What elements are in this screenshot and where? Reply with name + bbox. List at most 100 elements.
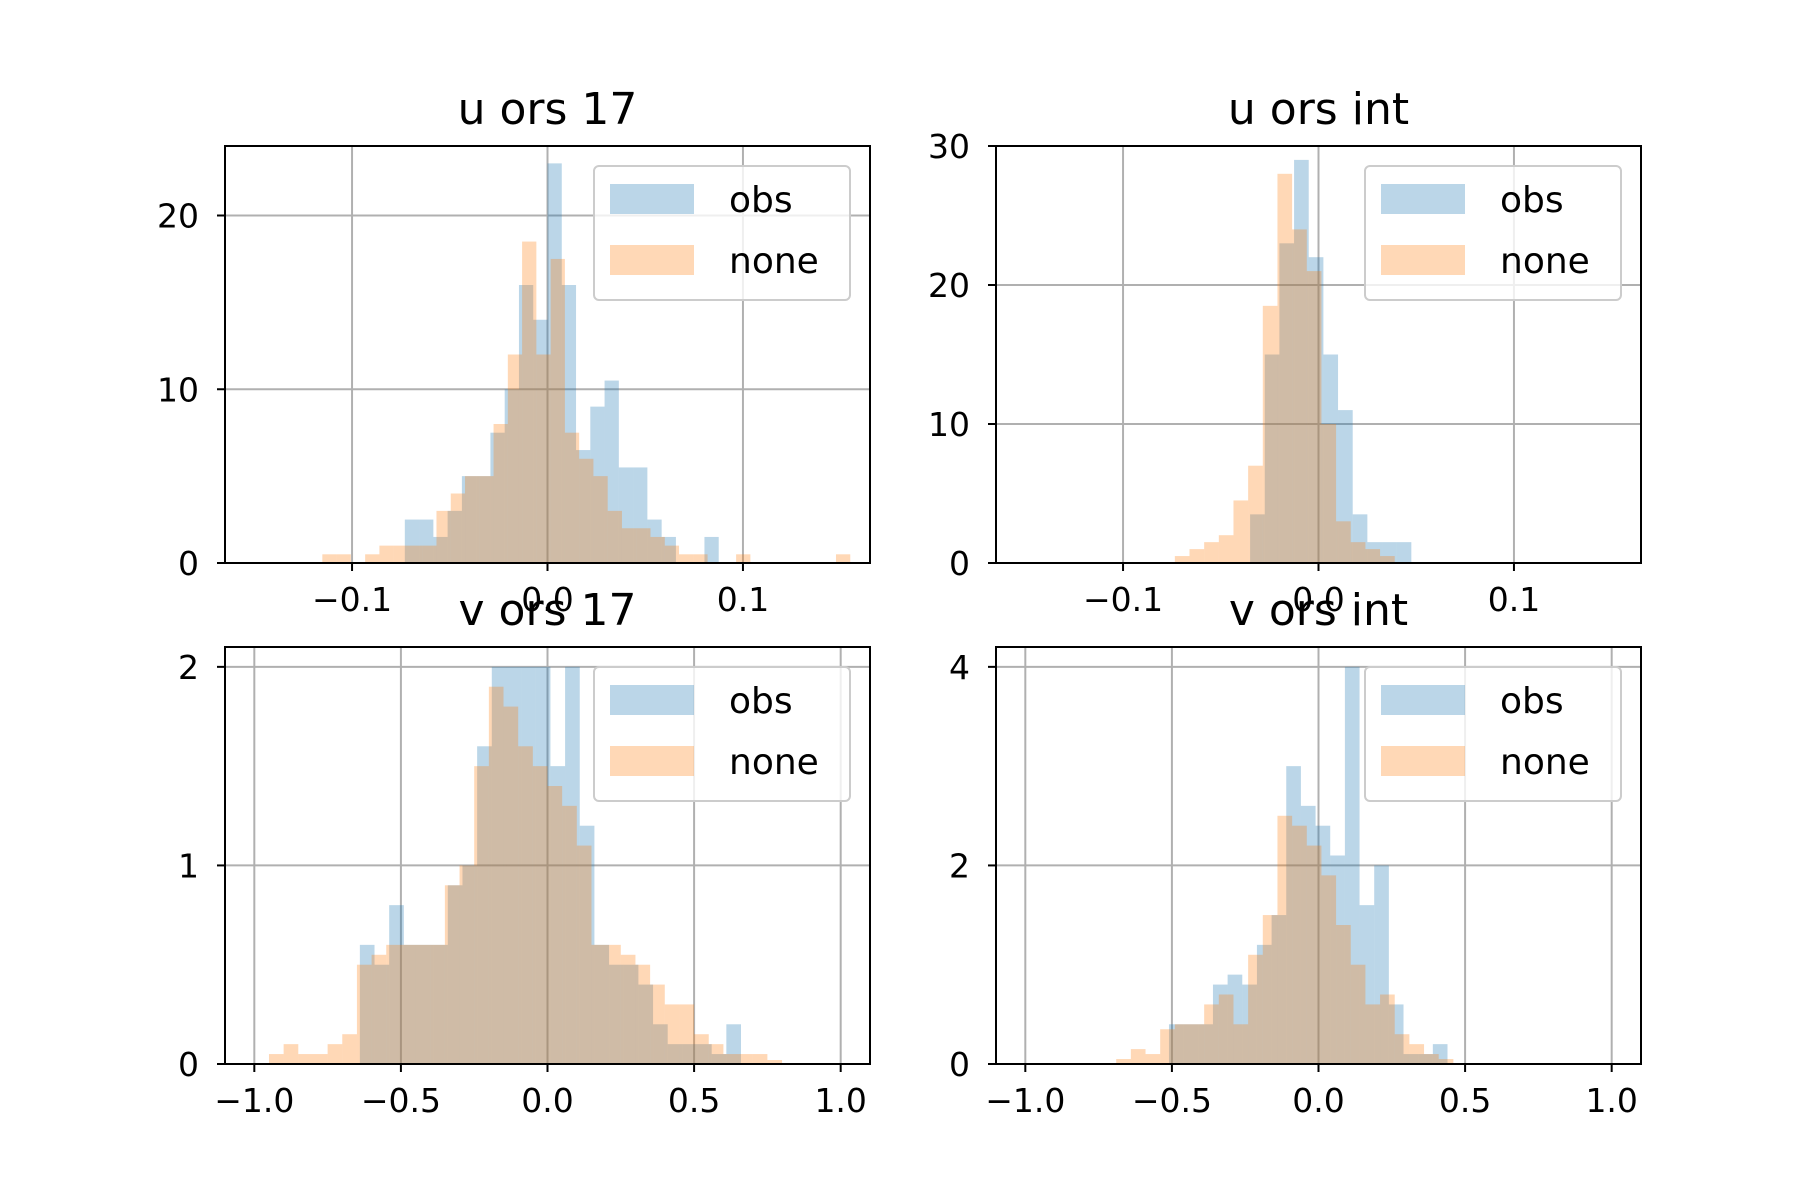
histogram-bar xyxy=(1204,1004,1219,1064)
histogram-bar xyxy=(1233,1024,1249,1064)
histogram-bar xyxy=(447,510,462,563)
histogram-bar xyxy=(436,510,451,563)
histogram-bar xyxy=(1382,542,1397,563)
histogram-bar xyxy=(1218,535,1234,563)
histogram-bar xyxy=(404,519,420,563)
legend-label-obs: obs xyxy=(729,681,793,722)
x-tick-label: −0.1 xyxy=(1083,580,1163,619)
histogram-bar xyxy=(418,944,434,1064)
histogram-bar xyxy=(521,666,536,1064)
histogram-bar xyxy=(1306,845,1322,1064)
histogram-bar xyxy=(462,865,478,1064)
histogram-bar xyxy=(653,1024,668,1064)
histogram-bar xyxy=(1145,1054,1161,1064)
histogram-bar xyxy=(767,1060,783,1064)
histogram-bar xyxy=(704,536,719,563)
histogram-bar xyxy=(638,984,654,1064)
subplot-2: −0.1 0.0 0.1 0 10 20 30 u ors int obs none xyxy=(928,84,1642,619)
histogram-bar xyxy=(550,766,566,1064)
histogram-bar xyxy=(1380,556,1395,563)
subplot-title: v ors 17 xyxy=(459,585,637,636)
histogram-bar xyxy=(1262,305,1278,563)
histogram-bar xyxy=(609,964,624,1064)
histogram-bar xyxy=(1174,556,1190,563)
x-tick-label: 0.0 xyxy=(1292,1081,1344,1120)
y-tick-label: 30 xyxy=(928,127,970,166)
subplot-title: u ors 17 xyxy=(458,84,638,135)
histogram-bar xyxy=(433,944,448,1064)
histogram-bar xyxy=(618,467,634,563)
histogram-bar xyxy=(403,944,419,1064)
legend-swatch-obs xyxy=(1381,184,1465,214)
histogram-bar xyxy=(679,554,694,563)
histogram-bar xyxy=(518,746,533,1064)
histogram-bar xyxy=(322,554,337,563)
histogram-bar xyxy=(535,666,551,1064)
histogram-bar xyxy=(1352,514,1368,563)
histogram-bar xyxy=(1189,549,1205,563)
histogram-bar xyxy=(1330,855,1345,1064)
histogram-bar xyxy=(336,554,351,563)
subplot-1: −0.1 0.0 0.1 0 10 20 u ors 17 obs none xyxy=(157,84,871,619)
legend-frame xyxy=(1364,165,1622,301)
legend: obs none xyxy=(593,165,851,301)
histogram-bar xyxy=(400,944,416,1064)
histogram-bar xyxy=(679,1004,695,1064)
x-tick-label: 0.5 xyxy=(1439,1081,1491,1120)
histogram-bar xyxy=(1394,1034,1410,1064)
histogram-bar xyxy=(1160,1029,1175,1064)
histogram-bar xyxy=(1262,915,1278,1064)
histogram-bar xyxy=(547,163,562,563)
histogram-bar xyxy=(1438,1059,1454,1064)
histogram-bar xyxy=(593,476,608,563)
histogram-bar xyxy=(1321,875,1337,1064)
histogram-bar xyxy=(664,1004,680,1064)
histogram-bar xyxy=(479,476,494,563)
histogram-bar xyxy=(1277,173,1293,564)
histogram-bar xyxy=(1198,1024,1213,1064)
x-tick-label: 0.1 xyxy=(717,580,769,619)
legend-swatch-obs xyxy=(1381,685,1465,715)
histogram-bar xyxy=(564,432,580,563)
histogram-bar xyxy=(576,450,591,563)
histogram-bar xyxy=(450,493,466,563)
legend-label-none: none xyxy=(729,742,819,783)
histogram-bar xyxy=(561,285,577,563)
histogram-bar xyxy=(636,528,651,563)
histogram-bar xyxy=(835,554,851,563)
histogram-bar xyxy=(474,766,489,1064)
histogram-bar xyxy=(1315,825,1331,1064)
x-tick-label: 0.0 xyxy=(1292,580,1344,619)
y-tick-label: 0 xyxy=(949,544,970,583)
histogram-bar xyxy=(1233,500,1249,563)
histogram-bar xyxy=(488,686,504,1064)
histogram-bar xyxy=(327,1044,343,1064)
histogram-bar xyxy=(1336,521,1351,563)
histogram-bar xyxy=(1344,666,1360,1064)
histogram-bar xyxy=(1403,1054,1419,1064)
histogram-bar xyxy=(533,319,548,563)
histogram-bar xyxy=(607,510,622,563)
histogram-bar xyxy=(620,954,636,1064)
histogram-bar xyxy=(650,536,665,563)
histogram-bar xyxy=(1308,257,1324,563)
histogram-bar xyxy=(522,241,537,563)
histogram-bar xyxy=(459,865,475,1064)
histogram-bar xyxy=(647,519,662,563)
x-tick-label: 0.5 xyxy=(668,1081,720,1120)
histogram-bar xyxy=(1365,1004,1381,1064)
histogram-bar xyxy=(444,885,460,1064)
legend: obs none xyxy=(593,666,851,802)
histogram-bar xyxy=(711,1054,727,1064)
histogram-bar xyxy=(1350,542,1366,563)
histogram-bar xyxy=(594,944,610,1064)
histogram-bar xyxy=(536,354,551,563)
histogram-bar xyxy=(1212,984,1228,1064)
legend-frame xyxy=(593,165,851,301)
histogram-bar xyxy=(1204,542,1219,563)
histogram-bar xyxy=(604,380,619,563)
histogram-bar xyxy=(682,1044,698,1064)
histogram-bar xyxy=(1174,1024,1190,1064)
histogram-bar xyxy=(736,554,751,563)
